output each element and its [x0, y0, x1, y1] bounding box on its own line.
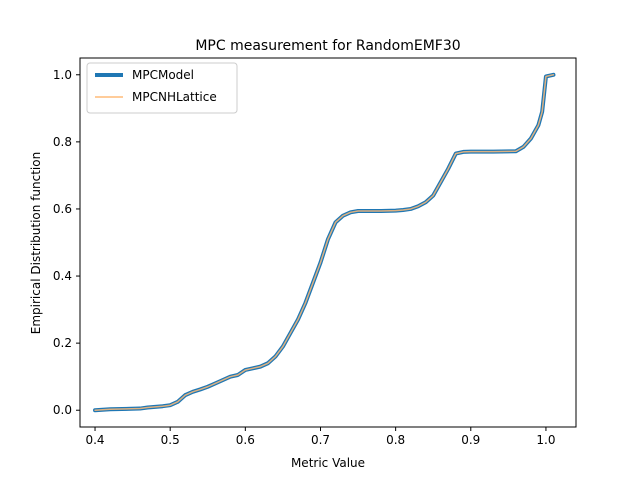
x-axis-ticks: 0.4 0.5 0.6 0.7 0.8 0.9 1.0	[85, 427, 555, 447]
y-tick-label: 0.2	[53, 336, 72, 350]
y-tick-label: 0.6	[53, 202, 72, 216]
legend: MPCModel MPCNHLattice	[86, 62, 238, 114]
y-tick-label: 1.0	[53, 68, 72, 82]
x-tick-label: 0.5	[161, 433, 180, 447]
x-tick-label: 0.4	[85, 433, 104, 447]
x-axis-label: Metric Value	[291, 456, 365, 470]
x-tick-label: 0.9	[461, 433, 480, 447]
y-tick-label: 0.0	[53, 403, 72, 417]
x-tick-label: 0.7	[311, 433, 330, 447]
x-tick-label: 1.0	[536, 433, 555, 447]
legend-label-mpcnhlattice: MPCNHLattice	[132, 90, 217, 104]
legend-label-mpcmodel: MPCModel	[132, 68, 194, 82]
chart-title: MPC measurement for RandomEMF30	[195, 38, 460, 54]
x-tick-label: 0.6	[236, 433, 255, 447]
series-layer	[93, 72, 556, 413]
plot-frame	[79, 57, 577, 428]
y-axis-ticks: 0.0 0.2 0.4 0.6 0.8 1.0	[53, 68, 80, 417]
y-tick-label: 0.4	[53, 269, 72, 283]
y-tick-label: 0.8	[53, 135, 72, 149]
y-axis-label: Empirical Distribution function	[29, 152, 43, 334]
legend-box	[86, 62, 238, 114]
x-tick-label: 0.8	[386, 433, 405, 447]
series-line-mpcnhlattice	[94, 74, 555, 411]
